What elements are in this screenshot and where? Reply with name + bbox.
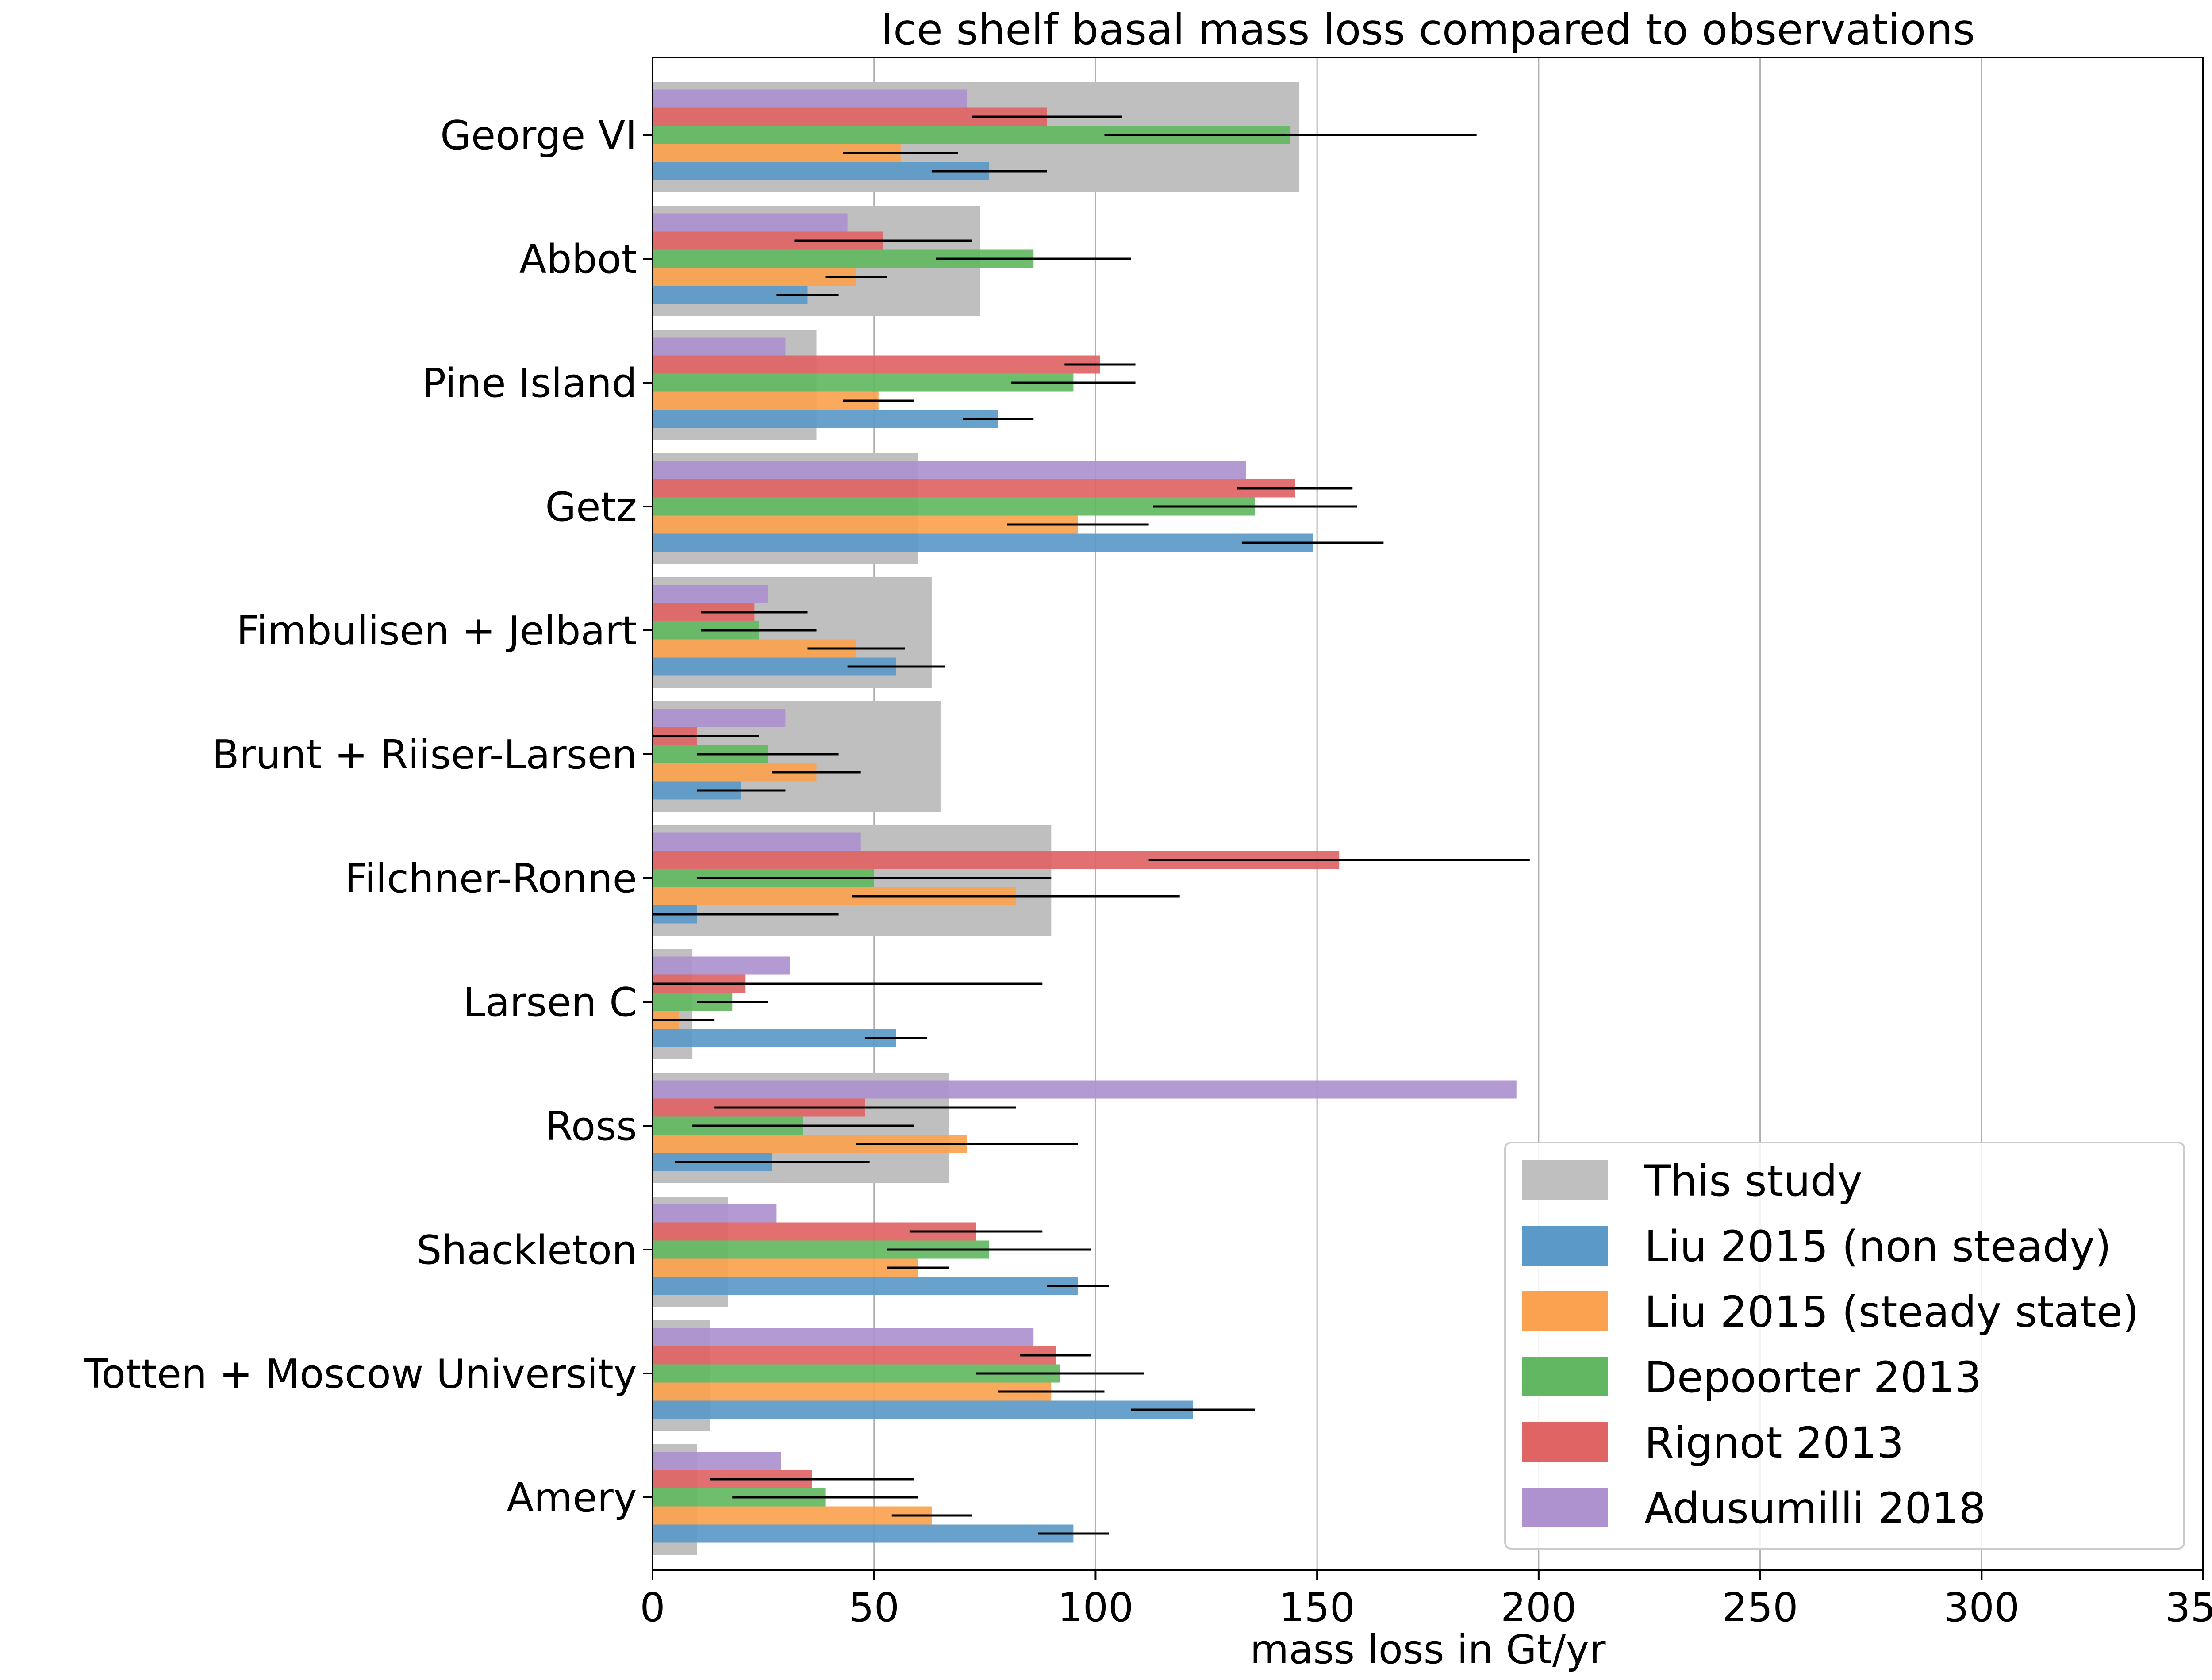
series-bar [653, 832, 861, 851]
series-bar [653, 410, 998, 428]
series-bar [653, 1506, 932, 1525]
series-bar [653, 391, 879, 410]
legend-box [1504, 1142, 2185, 1550]
y-tick-label: Brunt + Riiser-Larsen [212, 732, 637, 778]
y-tick-label: Larsen C [463, 979, 637, 1026]
series-bar [653, 1029, 896, 1047]
x-tick-label: 250 [1722, 1584, 1798, 1631]
series-bar [653, 1524, 1074, 1543]
gridlines [873, 58, 1982, 1570]
series-bar [653, 1204, 777, 1223]
x-tick-label: 200 [1501, 1584, 1577, 1631]
legend: This study Liu 2015 (non steady) Liu 2015 … [1504, 1142, 2185, 1550]
x-axis-label: mass loss in Gt/yr [1250, 1626, 1606, 1673]
legend-label: Depoorter 2013 [1644, 1353, 1982, 1402]
y-axis-ticks: George VI Abbot Pine Island Getz Fimbulisen … [83, 112, 653, 1521]
series-bar [653, 1080, 1517, 1099]
y-tick-label: Abbot [519, 236, 637, 283]
plot-frame [652, 57, 2204, 1571]
legend-label: Liu 2015 (steady state) [1644, 1287, 2139, 1337]
x-tick-label: 350 [2165, 1584, 2212, 1631]
legend-label: Rignot 2013 [1644, 1418, 1904, 1468]
series-bar [653, 373, 1074, 392]
y-tick-label: Getz [545, 484, 637, 530]
series-bar [653, 268, 856, 286]
series-bar [653, 461, 1246, 479]
series-bar [653, 355, 1100, 374]
series-bar [653, 479, 1295, 498]
x-tick-label: 50 [849, 1584, 899, 1631]
x-tick-label: 150 [1279, 1584, 1355, 1631]
x-axis-ticks: 0 50 100 150 200 250 300 350 [640, 1570, 2212, 1631]
series-bar [653, 1382, 1052, 1401]
legend-label: Liu 2015 (non steady) [1644, 1222, 2111, 1271]
legend-swatch [1522, 1422, 1608, 1462]
series-bar [653, 956, 790, 975]
x-tick-label: 0 [640, 1584, 665, 1631]
series-bar [653, 1346, 1056, 1365]
series-bar [653, 1452, 781, 1470]
x-tick-label: 100 [1058, 1584, 1134, 1631]
y-tick-label: Ross [545, 1103, 637, 1150]
x-tick-label: 300 [1943, 1584, 2020, 1631]
legend-swatch [1522, 1357, 1608, 1396]
legend-label: Adusumilli 2018 [1644, 1484, 1986, 1533]
chart-title: Ice shelf basal mass loss compared to ob… [881, 5, 1975, 54]
legend-swatch [1522, 1160, 1608, 1200]
legend-label: This study [1644, 1156, 1863, 1206]
series-bar [653, 709, 786, 727]
error-bars [653, 115, 1530, 1535]
series-bar [653, 533, 1313, 552]
legend-swatch [1522, 1226, 1608, 1266]
y-tick-label: Pine Island [422, 360, 637, 407]
y-tick-label: Shackleton [416, 1227, 637, 1273]
legend-swatch [1522, 1291, 1608, 1331]
series-bar [653, 1328, 1034, 1346]
y-tick-label: Amery [507, 1475, 637, 1521]
series-bar [653, 89, 968, 108]
series-bar [653, 585, 768, 603]
y-tick-label: Totten + Moscow University [83, 1351, 637, 1397]
series-bar [653, 1258, 918, 1277]
y-tick-label: Filchner-Ronne [345, 855, 637, 902]
series-bar [653, 337, 786, 356]
series-bar [653, 213, 848, 232]
series-bar [653, 1400, 1193, 1419]
y-tick-label: Fimbulisen + Jelbart [237, 608, 637, 654]
legend-swatch [1522, 1488, 1608, 1527]
series-bar [653, 1277, 1078, 1295]
y-tick-label: George VI [440, 112, 637, 159]
